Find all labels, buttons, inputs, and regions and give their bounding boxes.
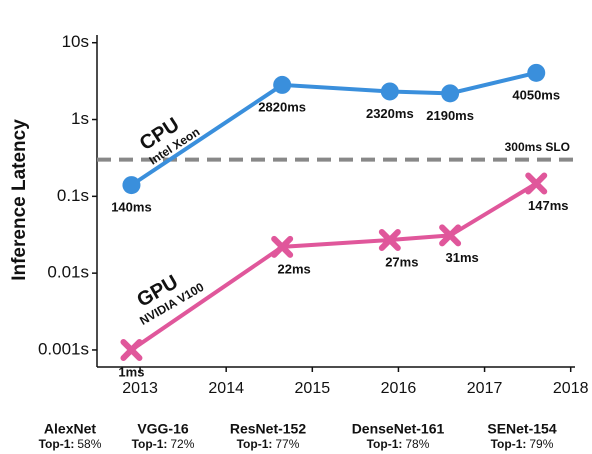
- accuracy-label: Top-1:: [491, 437, 527, 451]
- accuracy-label: Top-1:: [132, 437, 168, 451]
- data-label: 140ms: [111, 200, 151, 215]
- model-accuracy: Top-1: 78%: [367, 437, 430, 451]
- model-name: SENet-154: [487, 421, 556, 437]
- point: [122, 176, 141, 195]
- model-accuracy: Top-1: 79%: [491, 437, 554, 451]
- accuracy-value: 78%: [405, 437, 429, 451]
- data-label: 147ms: [528, 198, 568, 213]
- model-accuracy: Top-1: 77%: [237, 437, 300, 451]
- data-label: 2820ms: [258, 99, 306, 114]
- point: [273, 75, 292, 94]
- model-name: AlexNet: [44, 421, 96, 437]
- model-name: VGG-16: [137, 421, 189, 437]
- x-tick-label: 2014: [208, 380, 244, 397]
- y-tick-label: 10s: [62, 32, 89, 51]
- y-tick-label: 0.01s: [47, 263, 89, 282]
- data-label: 27ms: [385, 254, 418, 269]
- x-tick-label: 2013: [122, 380, 158, 397]
- accuracy-label: Top-1:: [39, 437, 75, 451]
- point: [378, 229, 401, 252]
- slo-label: 300ms SLO: [505, 140, 570, 154]
- x-tick-label: 2018: [553, 380, 589, 397]
- accuracy-value: 77%: [275, 437, 299, 451]
- model-name: DenseNet-161: [352, 421, 445, 437]
- data-label: 2320ms: [366, 106, 414, 121]
- point: [527, 63, 546, 82]
- data-label: 4050ms: [512, 87, 560, 102]
- accuracy-label: Top-1:: [367, 437, 403, 451]
- accuracy-value: 72%: [170, 437, 194, 451]
- x-tick-label: 2017: [467, 380, 503, 397]
- x-tick-label: 2015: [295, 380, 331, 397]
- accuracy-label: Top-1:: [237, 437, 273, 451]
- point: [439, 224, 462, 247]
- point: [525, 172, 548, 195]
- x-tick-label: 2016: [381, 380, 417, 397]
- model-accuracy: Top-1: 72%: [132, 437, 195, 451]
- y-tick-label: 0.1s: [57, 186, 89, 205]
- data-label: 2190ms: [426, 108, 474, 123]
- point: [120, 338, 143, 361]
- data-label: 1ms: [118, 364, 144, 379]
- accuracy-value: 79%: [529, 437, 553, 451]
- series-line: [130, 181, 538, 352]
- point: [380, 82, 399, 101]
- model-name: ResNet-152: [230, 421, 306, 437]
- point: [441, 84, 460, 103]
- data-label: 31ms: [445, 250, 478, 265]
- accuracy-value: 58%: [77, 437, 101, 451]
- point: [271, 235, 294, 258]
- y-tick-label: 0.001s: [38, 339, 89, 358]
- model-accuracy: Top-1: 58%: [39, 437, 102, 451]
- y-tick-label: 1s: [71, 109, 89, 128]
- data-label: 22ms: [278, 261, 311, 276]
- y-axis-label: Inference Latency: [9, 119, 30, 281]
